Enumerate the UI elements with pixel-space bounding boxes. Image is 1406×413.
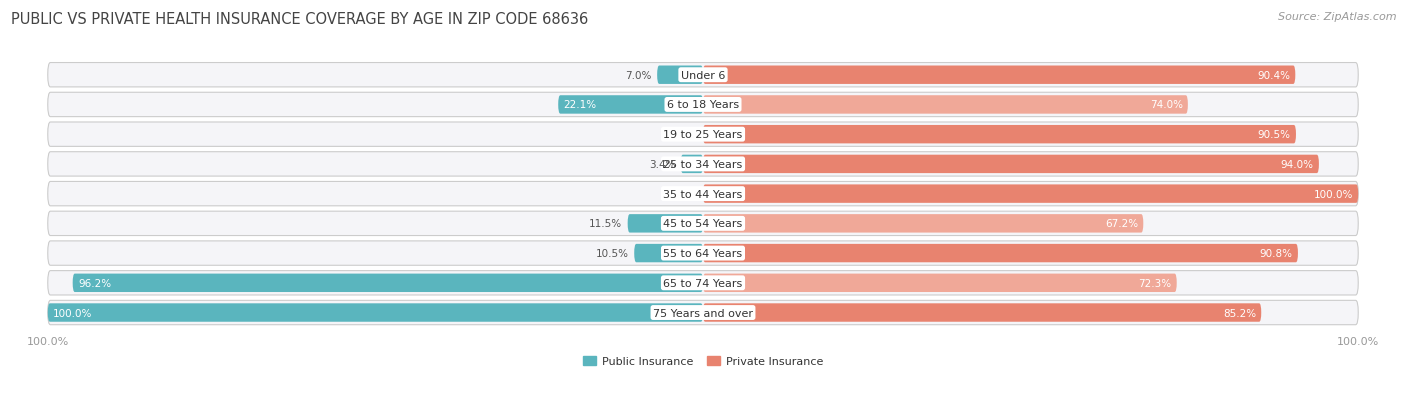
Text: Source: ZipAtlas.com: Source: ZipAtlas.com (1278, 12, 1396, 22)
Text: 67.2%: 67.2% (1105, 219, 1137, 229)
Text: 94.0%: 94.0% (1281, 159, 1313, 169)
Text: 90.5%: 90.5% (1258, 130, 1291, 140)
FancyBboxPatch shape (73, 274, 703, 292)
Text: Under 6: Under 6 (681, 71, 725, 81)
FancyBboxPatch shape (48, 182, 1358, 206)
FancyBboxPatch shape (48, 63, 1358, 88)
Text: 55 to 64 Years: 55 to 64 Years (664, 249, 742, 259)
Text: 10.5%: 10.5% (596, 249, 628, 259)
Legend: Public Insurance, Private Insurance: Public Insurance, Private Insurance (579, 351, 827, 370)
Text: 75 Years and over: 75 Years and over (652, 308, 754, 318)
Text: 72.3%: 72.3% (1139, 278, 1171, 288)
FancyBboxPatch shape (703, 304, 1261, 322)
Text: 45 to 54 Years: 45 to 54 Years (664, 219, 742, 229)
FancyBboxPatch shape (634, 244, 703, 263)
Text: PUBLIC VS PRIVATE HEALTH INSURANCE COVERAGE BY AGE IN ZIP CODE 68636: PUBLIC VS PRIVATE HEALTH INSURANCE COVER… (11, 12, 589, 27)
Text: 96.2%: 96.2% (77, 278, 111, 288)
FancyBboxPatch shape (703, 66, 1295, 85)
FancyBboxPatch shape (48, 211, 1358, 236)
Text: 25 to 34 Years: 25 to 34 Years (664, 159, 742, 169)
Text: 100.0%: 100.0% (53, 308, 93, 318)
Text: 19 to 25 Years: 19 to 25 Years (664, 130, 742, 140)
Text: 6 to 18 Years: 6 to 18 Years (666, 100, 740, 110)
Text: 3.4%: 3.4% (650, 159, 675, 169)
FancyBboxPatch shape (48, 301, 1358, 325)
Text: 90.8%: 90.8% (1260, 249, 1292, 259)
FancyBboxPatch shape (703, 126, 1296, 144)
FancyBboxPatch shape (48, 123, 1358, 147)
FancyBboxPatch shape (703, 185, 1358, 203)
FancyBboxPatch shape (558, 96, 703, 114)
Text: 74.0%: 74.0% (1150, 100, 1182, 110)
FancyBboxPatch shape (48, 271, 1358, 295)
Text: 7.0%: 7.0% (626, 71, 652, 81)
FancyBboxPatch shape (703, 96, 1188, 114)
Text: 22.1%: 22.1% (564, 100, 596, 110)
FancyBboxPatch shape (657, 66, 703, 85)
FancyBboxPatch shape (48, 304, 703, 322)
Text: 90.4%: 90.4% (1257, 71, 1291, 81)
FancyBboxPatch shape (703, 274, 1177, 292)
Text: 35 to 44 Years: 35 to 44 Years (664, 189, 742, 199)
Text: 65 to 74 Years: 65 to 74 Years (664, 278, 742, 288)
Text: 11.5%: 11.5% (589, 219, 623, 229)
Text: 85.2%: 85.2% (1223, 308, 1256, 318)
FancyBboxPatch shape (48, 93, 1358, 117)
FancyBboxPatch shape (703, 215, 1143, 233)
FancyBboxPatch shape (48, 152, 1358, 177)
FancyBboxPatch shape (48, 241, 1358, 266)
FancyBboxPatch shape (681, 155, 703, 174)
Text: 100.0%: 100.0% (1313, 189, 1353, 199)
FancyBboxPatch shape (703, 155, 1319, 174)
FancyBboxPatch shape (703, 244, 1298, 263)
FancyBboxPatch shape (627, 215, 703, 233)
